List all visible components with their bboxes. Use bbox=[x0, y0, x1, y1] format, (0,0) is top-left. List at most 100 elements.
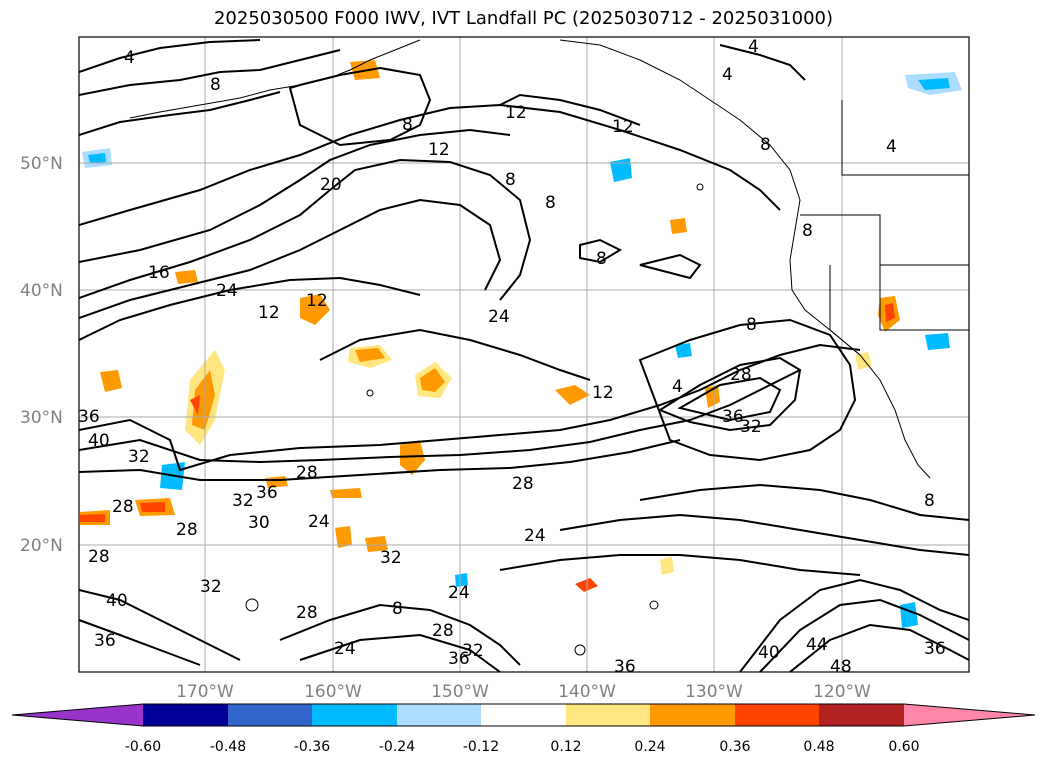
colorbar-tick-label: -0.36 bbox=[294, 739, 330, 755]
orange-patch bbox=[300, 294, 330, 325]
svg-text:8: 8 bbox=[760, 135, 771, 155]
svg-text:24: 24 bbox=[448, 583, 470, 603]
colorbar-tick-label: 0.12 bbox=[550, 739, 581, 755]
svg-text:36: 36 bbox=[78, 407, 100, 427]
colorbar-extend-left bbox=[12, 704, 143, 726]
colorbar-tick-label: 0.60 bbox=[888, 739, 919, 755]
svg-text:8: 8 bbox=[210, 75, 221, 95]
orange-patch bbox=[80, 510, 110, 525]
svg-text:28: 28 bbox=[296, 463, 318, 483]
svg-text:20: 20 bbox=[320, 175, 342, 195]
colorbar-bin bbox=[481, 704, 566, 726]
colorbar-bin bbox=[650, 704, 735, 726]
map-title: 2025030500 F000 IWV, IVT Landfall PC (20… bbox=[213, 8, 834, 29]
longitude-labels: 170°W 160°W 150°W 140°W 130°W 120°W bbox=[176, 682, 871, 702]
svg-text:12: 12 bbox=[428, 140, 450, 160]
svg-text:12: 12 bbox=[592, 383, 614, 403]
svg-text:28: 28 bbox=[512, 474, 534, 494]
lat-label: 40°N bbox=[20, 281, 63, 301]
colorbar-bin bbox=[397, 704, 481, 726]
colorbar-tick-label: -0.24 bbox=[379, 739, 415, 755]
svg-text:24: 24 bbox=[524, 526, 546, 546]
colorbar-tick-label: 0.48 bbox=[803, 739, 834, 755]
lat-label: 20°N bbox=[20, 536, 63, 556]
svg-text:40: 40 bbox=[758, 643, 780, 663]
svg-text:24: 24 bbox=[216, 281, 238, 301]
svg-text:8: 8 bbox=[505, 170, 516, 190]
plot-frame bbox=[78, 36, 970, 673]
svg-text:8: 8 bbox=[802, 221, 813, 241]
shading-patches bbox=[80, 60, 962, 628]
svg-text:8: 8 bbox=[402, 115, 413, 135]
svg-text:8: 8 bbox=[392, 599, 403, 619]
svg-text:8: 8 bbox=[746, 315, 757, 335]
contour-labels: 4 8 4 4 12 12 8 12 20 8 8 8 4 8 8 8 16 2… bbox=[78, 37, 946, 677]
svg-text:24: 24 bbox=[308, 512, 330, 532]
svg-text:36: 36 bbox=[722, 407, 744, 427]
lat-label: 30°N bbox=[20, 408, 63, 428]
svg-text:36: 36 bbox=[614, 657, 636, 677]
orange-patch bbox=[878, 296, 900, 332]
svg-text:12: 12 bbox=[505, 103, 527, 123]
colorbar-extend-right bbox=[904, 704, 1035, 726]
svg-text:4: 4 bbox=[124, 48, 135, 68]
svg-text:40: 40 bbox=[88, 431, 110, 451]
svg-text:12: 12 bbox=[306, 291, 328, 311]
svg-text:4: 4 bbox=[672, 377, 683, 397]
svg-text:40: 40 bbox=[106, 591, 128, 611]
svg-text:24: 24 bbox=[334, 639, 356, 659]
svg-text:28: 28 bbox=[112, 497, 134, 517]
svg-text:44: 44 bbox=[806, 635, 828, 655]
svg-text:32: 32 bbox=[462, 641, 484, 661]
svg-text:28: 28 bbox=[730, 365, 752, 385]
colorbar-bin bbox=[228, 704, 312, 726]
small-contours bbox=[245, 183, 704, 656]
svg-text:32: 32 bbox=[380, 548, 402, 568]
svg-text:32: 32 bbox=[200, 577, 222, 597]
svg-text:32: 32 bbox=[740, 417, 762, 437]
svg-text:28: 28 bbox=[296, 603, 318, 623]
svg-text:36: 36 bbox=[924, 639, 946, 659]
colorbar-ticks: -0.60 -0.48 -0.36 -0.24 -0.12 0.12 0.24 … bbox=[125, 739, 920, 755]
svg-text:4: 4 bbox=[722, 65, 733, 85]
lon-label: 140°W bbox=[558, 682, 616, 702]
orange-patch bbox=[135, 498, 175, 516]
lon-label: 120°W bbox=[813, 682, 871, 702]
svg-text:36: 36 bbox=[256, 483, 278, 503]
svg-text:4: 4 bbox=[748, 37, 759, 57]
iwv-contours bbox=[79, 39, 969, 672]
svg-text:24: 24 bbox=[488, 307, 510, 327]
colorbar-tick-label: -0.48 bbox=[210, 739, 246, 755]
svg-text:30: 30 bbox=[248, 513, 270, 533]
orange-patch bbox=[400, 440, 425, 475]
colorbar-bin bbox=[819, 704, 904, 726]
orange-patch bbox=[100, 218, 872, 575]
lon-label: 130°W bbox=[685, 682, 743, 702]
lon-label: 160°W bbox=[304, 682, 362, 702]
svg-text:32: 32 bbox=[232, 491, 254, 511]
colorbar-bin bbox=[312, 704, 397, 726]
colorbar-tick-label: -0.60 bbox=[125, 739, 161, 755]
coastlines bbox=[129, 39, 969, 479]
lon-label: 170°W bbox=[176, 682, 234, 702]
svg-text:12: 12 bbox=[612, 117, 634, 137]
colorbar-tick-label: 0.36 bbox=[719, 739, 750, 755]
svg-text:32: 32 bbox=[128, 447, 150, 467]
colorbar: -0.60 -0.48 -0.36 -0.24 -0.12 0.12 0.24 … bbox=[11, 703, 1036, 755]
orange-patch bbox=[415, 362, 452, 398]
svg-text:28: 28 bbox=[176, 520, 198, 540]
svg-text:8: 8 bbox=[924, 491, 935, 511]
colorbar-bin bbox=[143, 704, 228, 726]
orange-patch bbox=[348, 345, 392, 368]
svg-text:4: 4 bbox=[886, 137, 897, 157]
colorbar-bin bbox=[566, 704, 650, 726]
colorbar-tick-label: -0.12 bbox=[463, 739, 499, 755]
svg-text:8: 8 bbox=[545, 193, 556, 213]
svg-text:36: 36 bbox=[448, 649, 470, 669]
lat-label: 50°N bbox=[20, 154, 63, 174]
svg-text:8: 8 bbox=[596, 249, 607, 269]
svg-text:48: 48 bbox=[830, 657, 852, 677]
svg-text:28: 28 bbox=[88, 547, 110, 567]
colorbar-bin bbox=[735, 704, 819, 726]
